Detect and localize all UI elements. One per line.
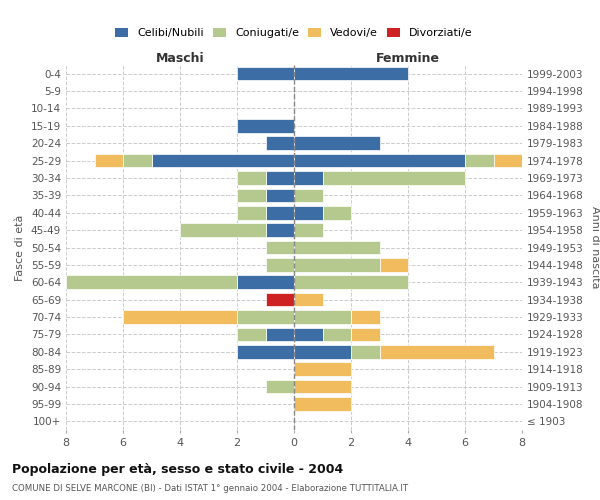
- Bar: [237, 310, 294, 324]
- Bar: [294, 397, 351, 410]
- Bar: [294, 171, 323, 185]
- Bar: [237, 345, 294, 358]
- Bar: [465, 154, 493, 168]
- Text: Popolazione per età, sesso e stato civile - 2004: Popolazione per età, sesso e stato civil…: [12, 462, 343, 475]
- Bar: [265, 293, 294, 306]
- Bar: [294, 362, 351, 376]
- Bar: [237, 119, 294, 132]
- Text: Femmine: Femmine: [376, 52, 440, 65]
- Bar: [265, 206, 294, 220]
- Bar: [294, 206, 323, 220]
- Bar: [237, 328, 265, 341]
- Bar: [323, 328, 351, 341]
- Bar: [380, 345, 493, 358]
- Bar: [294, 136, 380, 150]
- Bar: [380, 258, 408, 272]
- Bar: [294, 293, 323, 306]
- Bar: [265, 258, 294, 272]
- Bar: [265, 380, 294, 394]
- Text: Maschi: Maschi: [155, 52, 205, 65]
- Bar: [294, 67, 408, 80]
- Bar: [237, 67, 294, 80]
- Y-axis label: Anni di nascita: Anni di nascita: [590, 206, 600, 289]
- Bar: [265, 136, 294, 150]
- Bar: [294, 224, 323, 237]
- Bar: [294, 276, 408, 289]
- Bar: [180, 224, 265, 237]
- Bar: [351, 310, 380, 324]
- Bar: [265, 240, 294, 254]
- Bar: [265, 171, 294, 185]
- Bar: [294, 310, 351, 324]
- Bar: [237, 171, 265, 185]
- Bar: [265, 224, 294, 237]
- Bar: [237, 188, 265, 202]
- Bar: [294, 345, 351, 358]
- Bar: [351, 328, 380, 341]
- Bar: [294, 258, 380, 272]
- Bar: [294, 380, 351, 394]
- Bar: [493, 154, 522, 168]
- Text: COMUNE DI SELVE MARCONE (BI) - Dati ISTAT 1° gennaio 2004 - Elaborazione TUTTITA: COMUNE DI SELVE MARCONE (BI) - Dati ISTA…: [12, 484, 408, 493]
- Bar: [265, 188, 294, 202]
- Bar: [123, 310, 237, 324]
- Y-axis label: Fasce di età: Fasce di età: [16, 214, 25, 280]
- Bar: [294, 328, 323, 341]
- Legend: Celibi/Nubili, Coniugati/e, Vedovi/e, Divorziati/e: Celibi/Nubili, Coniugati/e, Vedovi/e, Di…: [111, 23, 477, 43]
- Bar: [237, 276, 294, 289]
- Bar: [294, 240, 380, 254]
- Bar: [151, 154, 294, 168]
- Bar: [265, 328, 294, 341]
- Bar: [294, 188, 323, 202]
- Bar: [95, 154, 123, 168]
- Bar: [123, 154, 151, 168]
- Bar: [323, 171, 465, 185]
- Bar: [351, 345, 380, 358]
- Bar: [66, 276, 237, 289]
- Bar: [323, 206, 351, 220]
- Bar: [237, 206, 265, 220]
- Bar: [294, 154, 465, 168]
